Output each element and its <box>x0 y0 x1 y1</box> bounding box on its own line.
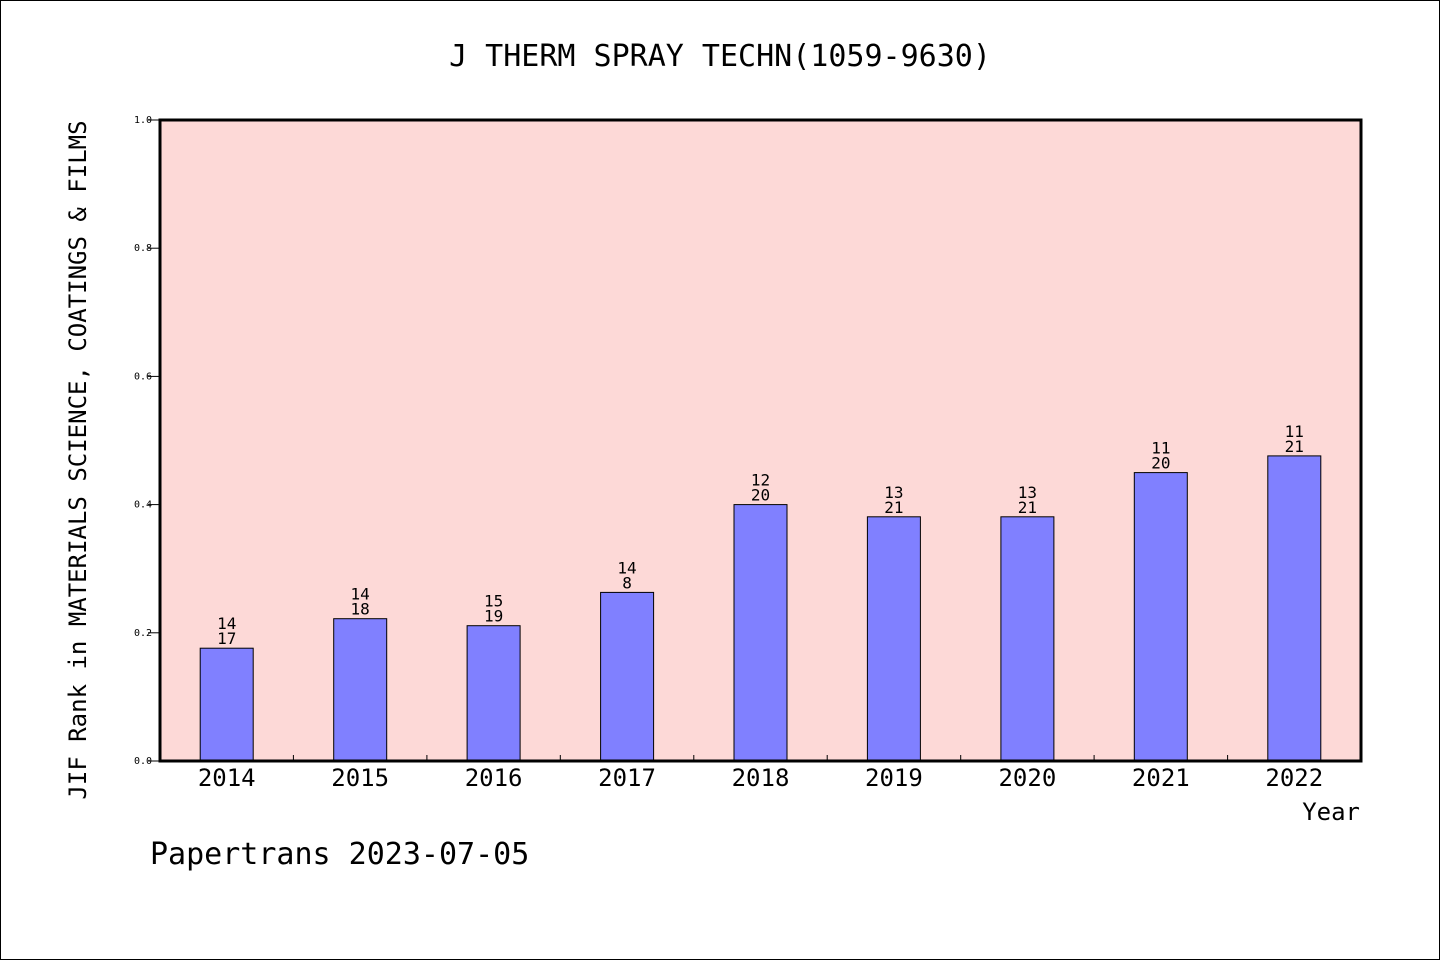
bar-label-top-2021: 11 <box>1151 439 1170 458</box>
y-tick-label-0.6: 0.6 <box>134 371 152 382</box>
bar-label-top-2022: 11 <box>1285 422 1304 441</box>
bar-label-bottom-2021: 20 <box>1151 454 1170 473</box>
bar-label-bottom-2019: 21 <box>884 498 903 517</box>
x-tick-label-2019: 2019 <box>865 764 923 792</box>
bar-label-top-2019: 13 <box>884 483 903 502</box>
bar-label-bottom-2015: 18 <box>351 600 370 619</box>
y-tick-label-0.4: 0.4 <box>134 500 152 511</box>
bar-2015 <box>333 618 388 762</box>
bar-2022 <box>1267 455 1322 762</box>
bar-label-bottom-2016: 19 <box>484 607 503 626</box>
x-tick-label-2021: 2021 <box>1132 764 1190 792</box>
y-tick-label-0.2: 0.2 <box>134 628 152 639</box>
x-tick-label-2022: 2022 <box>1265 764 1323 792</box>
bar-2020 <box>1000 516 1055 762</box>
x-tick-label-2016: 2016 <box>465 764 523 792</box>
bar-2019 <box>866 516 921 762</box>
bars-group <box>199 455 1322 762</box>
x-tick-label-2020: 2020 <box>998 764 1056 792</box>
bar-2021 <box>1133 472 1188 762</box>
x-axis: 2014 2015 2016 2017 2018 2019 2020 2021 2022 <box>198 755 1323 792</box>
bar-2017 <box>600 591 655 762</box>
bar-label-top-2016: 15 <box>484 592 503 611</box>
bar-label-top-2014: 14 <box>217 614 236 633</box>
x-tick-label-2018: 2018 <box>732 764 790 792</box>
y-tick-label-0.8: 0.8 <box>134 243 152 254</box>
y-tick-label-0.0: 0.0 <box>134 756 152 767</box>
bar-label-top-2017: 14 <box>617 558 636 577</box>
plot-frame <box>158 118 1363 763</box>
bar-label-bottom-2022: 21 <box>1285 437 1304 456</box>
chart-title: J THERM SPRAY TECHN(1059-9630) <box>449 39 991 74</box>
y-tick-label-1.0: 1.0 <box>134 115 152 126</box>
bar-label-top-2015: 14 <box>351 585 370 604</box>
bar-label-top-2018: 12 <box>751 471 770 490</box>
bar-label-bottom-2014: 17 <box>217 629 236 648</box>
y-axis: 0.0 0.2 0.4 0.6 0.8 1.0 <box>134 115 160 767</box>
x-tick-label-2017: 2017 <box>598 764 656 792</box>
bar-2014 <box>199 647 254 762</box>
bar-label-top-2020: 13 <box>1018 483 1037 502</box>
footer-text: Papertrans 2023-07-05 <box>150 837 529 872</box>
bar-label-bottom-2018: 20 <box>751 486 770 505</box>
y-axis-label: JIF Rank in MATERIALS SCIENCE, COATINGS … <box>64 120 92 799</box>
x-tick-label-2015: 2015 <box>331 764 389 792</box>
x-axis-label: Year <box>1302 798 1360 826</box>
x-tick-label-2014: 2014 <box>198 764 256 792</box>
bar-2016 <box>466 625 521 762</box>
bar-label-bottom-2020: 21 <box>1018 498 1037 517</box>
bar-label-bottom-2017: 8 <box>622 573 632 592</box>
bar-2018 <box>733 504 788 762</box>
